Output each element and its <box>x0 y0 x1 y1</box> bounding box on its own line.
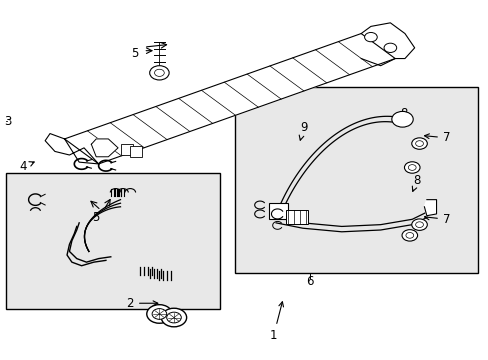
Bar <box>234 87 477 273</box>
Text: 1: 1 <box>269 302 283 342</box>
Circle shape <box>154 69 164 76</box>
Bar <box>6 173 220 309</box>
Circle shape <box>405 233 413 238</box>
Bar <box>286 210 307 224</box>
Text: 9: 9 <box>299 121 307 140</box>
Text: 2: 2 <box>126 297 158 310</box>
Text: 8: 8 <box>411 174 420 192</box>
Text: 3: 3 <box>4 114 11 127</box>
Circle shape <box>411 219 427 230</box>
Bar <box>130 146 142 157</box>
Polygon shape <box>64 33 394 164</box>
Circle shape <box>149 66 169 80</box>
Bar <box>268 203 287 219</box>
Circle shape <box>161 308 186 327</box>
Text: 6: 6 <box>306 275 313 288</box>
Text: 8: 8 <box>400 107 408 124</box>
Circle shape <box>411 138 427 149</box>
Polygon shape <box>361 23 414 66</box>
Text: 4: 4 <box>20 160 34 173</box>
Circle shape <box>415 141 423 147</box>
Circle shape <box>404 162 419 173</box>
Circle shape <box>415 222 423 228</box>
Circle shape <box>146 305 172 323</box>
Circle shape <box>407 165 415 170</box>
Circle shape <box>383 43 396 53</box>
Text: 5: 5 <box>131 47 139 60</box>
Circle shape <box>152 309 166 319</box>
Text: 5: 5 <box>92 211 100 224</box>
Circle shape <box>166 312 181 323</box>
Polygon shape <box>45 134 99 164</box>
Circle shape <box>401 230 417 241</box>
Text: 7: 7 <box>424 213 449 226</box>
Circle shape <box>391 111 412 127</box>
Circle shape <box>364 32 376 42</box>
Polygon shape <box>91 139 118 157</box>
Bar <box>120 144 132 155</box>
Text: 7: 7 <box>424 131 449 144</box>
Polygon shape <box>424 200 436 216</box>
